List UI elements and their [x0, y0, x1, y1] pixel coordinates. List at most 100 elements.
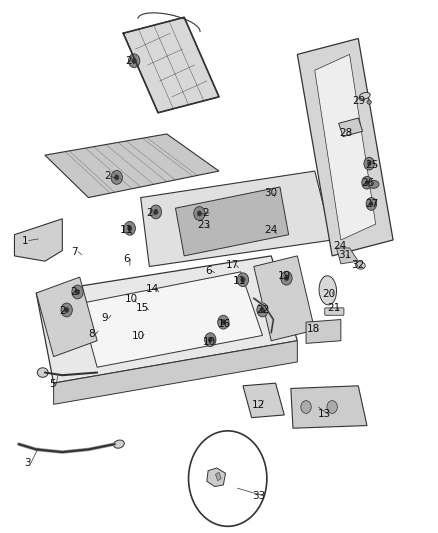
Circle shape	[365, 181, 369, 185]
Text: 22: 22	[256, 305, 269, 315]
Polygon shape	[254, 256, 315, 341]
Polygon shape	[45, 134, 219, 198]
Circle shape	[205, 333, 216, 346]
Circle shape	[301, 401, 311, 414]
Circle shape	[281, 271, 292, 285]
Text: 10: 10	[203, 337, 216, 347]
Circle shape	[124, 221, 135, 235]
Text: 20: 20	[322, 289, 335, 299]
Text: 7: 7	[71, 247, 78, 257]
Text: 9: 9	[102, 313, 108, 324]
Circle shape	[194, 207, 205, 220]
Circle shape	[257, 303, 268, 317]
Circle shape	[128, 54, 140, 68]
Ellipse shape	[360, 92, 370, 99]
Text: 13: 13	[318, 409, 331, 419]
Polygon shape	[207, 468, 226, 487]
Text: 21: 21	[328, 303, 341, 313]
Circle shape	[72, 285, 83, 299]
Circle shape	[241, 277, 245, 282]
Circle shape	[111, 171, 122, 184]
Polygon shape	[315, 54, 376, 240]
Text: 15: 15	[136, 303, 149, 313]
Circle shape	[150, 205, 162, 219]
Text: 25: 25	[366, 160, 379, 169]
Polygon shape	[176, 187, 289, 256]
Polygon shape	[141, 171, 332, 266]
Ellipse shape	[356, 262, 365, 269]
Text: 27: 27	[366, 199, 379, 209]
Circle shape	[366, 198, 377, 211]
Text: 18: 18	[307, 324, 321, 334]
Text: 2: 2	[59, 306, 66, 316]
Text: 6: 6	[205, 266, 212, 276]
Circle shape	[61, 303, 72, 317]
Text: 23: 23	[197, 220, 210, 230]
Polygon shape	[339, 118, 363, 136]
Text: 24: 24	[265, 225, 278, 236]
Polygon shape	[215, 472, 221, 481]
Circle shape	[327, 401, 337, 414]
Circle shape	[237, 273, 249, 287]
Circle shape	[132, 58, 136, 63]
Text: 16: 16	[218, 319, 231, 329]
Text: 24: 24	[333, 241, 346, 252]
Text: 28: 28	[339, 128, 353, 138]
Text: 14: 14	[146, 284, 159, 294]
Polygon shape	[36, 256, 297, 383]
Circle shape	[370, 202, 373, 206]
Text: 2: 2	[70, 287, 77, 297]
Text: 2: 2	[203, 208, 209, 218]
Text: 2: 2	[104, 172, 110, 181]
Text: 2: 2	[125, 56, 132, 66]
Polygon shape	[14, 219, 62, 261]
Circle shape	[218, 316, 229, 329]
Polygon shape	[306, 319, 341, 343]
Text: 11: 11	[120, 225, 133, 236]
Ellipse shape	[367, 100, 371, 104]
Polygon shape	[36, 277, 97, 357]
Circle shape	[154, 209, 158, 215]
Circle shape	[367, 161, 371, 166]
Circle shape	[75, 289, 80, 295]
Circle shape	[127, 225, 132, 231]
Text: 29: 29	[353, 96, 366, 106]
Text: 10: 10	[124, 294, 138, 304]
Text: 12: 12	[251, 400, 265, 410]
Circle shape	[197, 211, 201, 216]
Text: 32: 32	[351, 261, 364, 270]
Polygon shape	[291, 386, 367, 428]
Circle shape	[221, 319, 226, 325]
Text: 6: 6	[124, 254, 130, 264]
Circle shape	[208, 337, 212, 342]
Polygon shape	[336, 248, 358, 264]
Polygon shape	[80, 272, 262, 367]
Circle shape	[364, 157, 374, 170]
Text: 11: 11	[233, 276, 247, 286]
FancyBboxPatch shape	[325, 308, 344, 316]
Circle shape	[260, 308, 265, 313]
Text: 3: 3	[24, 458, 31, 467]
Circle shape	[188, 431, 267, 526]
Ellipse shape	[113, 440, 124, 448]
Text: 10: 10	[132, 332, 145, 342]
Ellipse shape	[319, 276, 336, 305]
Polygon shape	[53, 341, 297, 405]
Text: 2: 2	[146, 208, 153, 218]
Ellipse shape	[368, 180, 379, 188]
Text: 33: 33	[252, 490, 266, 500]
Text: 30: 30	[264, 188, 277, 198]
Text: 8: 8	[88, 329, 95, 340]
Polygon shape	[297, 38, 393, 256]
Circle shape	[362, 176, 372, 189]
Text: 31: 31	[338, 250, 351, 260]
Text: 17: 17	[226, 261, 240, 270]
Polygon shape	[243, 383, 284, 418]
Text: 19: 19	[278, 271, 291, 281]
Circle shape	[284, 276, 289, 281]
Text: 1: 1	[22, 236, 28, 246]
Polygon shape	[123, 17, 219, 113]
Text: 26: 26	[361, 177, 374, 188]
Text: 5: 5	[49, 379, 56, 389]
Circle shape	[115, 175, 119, 180]
